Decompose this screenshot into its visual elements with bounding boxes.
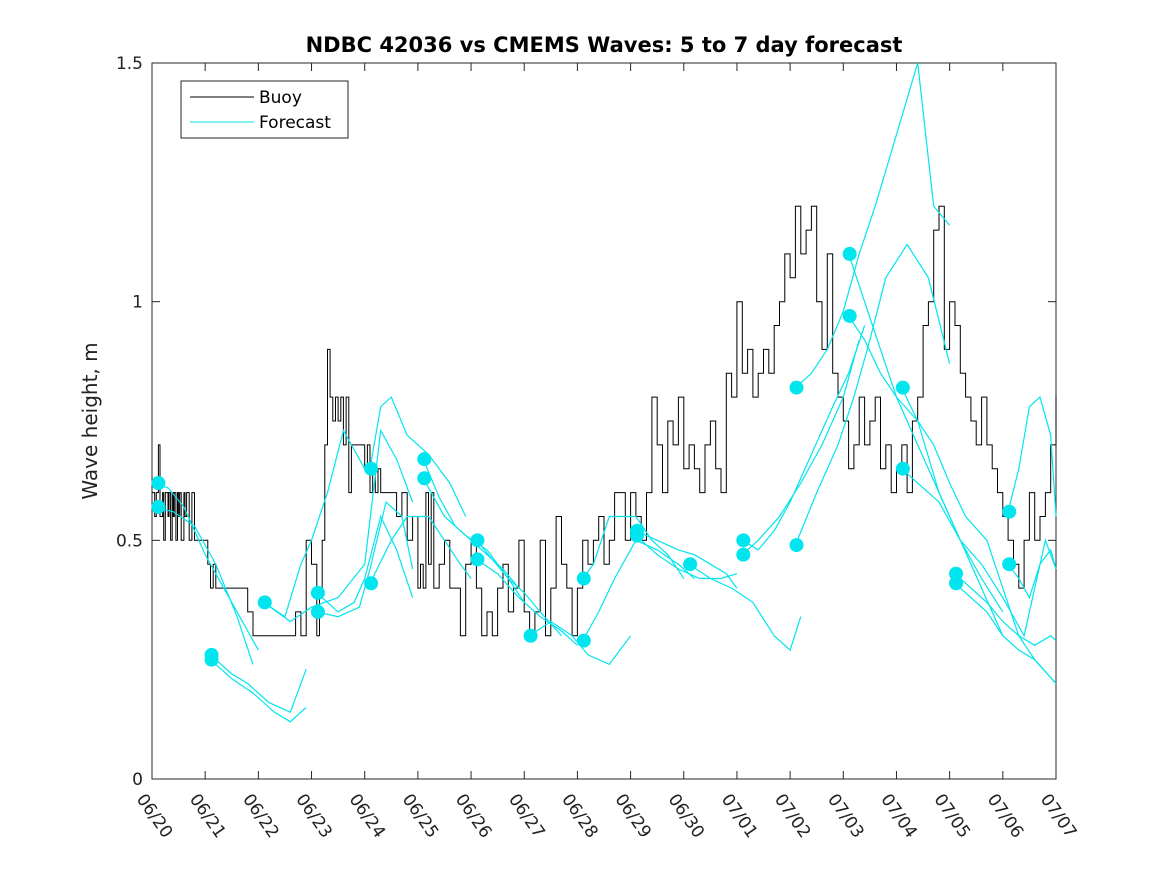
forecast-line-5 [263,428,414,623]
forecast-line-18 [635,535,738,580]
forecast-marker [470,552,485,567]
chart-title: NDBC 42036 vs CMEMS Waves: 5 to 7 day fo… [306,33,903,57]
forecast-line-15 [582,515,685,579]
forecast-marker [895,380,910,395]
forecast-line-21 [741,339,860,556]
forecast-line-28 [954,573,1057,646]
legend-label-buoy: Buoy [259,88,302,108]
forecast-series [151,62,1057,723]
forecast-line-29 [954,582,1057,684]
y-axis-label: Wave height, m [78,342,102,499]
forecast-marker [310,585,325,600]
forecast-marker [1002,504,1017,519]
forecast-line-2 [210,654,307,714]
forecast-marker [151,499,166,514]
forecast-line-27 [901,468,1057,638]
forecast-marker [842,308,857,323]
forecast-line-3 [210,659,307,723]
legend-label-forecast: Forecast [259,113,331,133]
forecast-marker [683,557,698,572]
forecast-line-20 [741,325,866,551]
y-axis-ticks: 0 0.5 1 1.5 [116,54,1056,790]
forecast-marker [364,461,379,476]
forecast-marker [151,476,166,491]
forecast-line-30 [1007,396,1057,517]
forecast-line-22 [795,62,951,389]
forecast-line-23 [794,243,951,546]
forecast-line-0 [151,482,259,651]
forecast-marker [949,576,964,591]
forecast-marker [736,547,751,562]
forecast-marker [842,246,857,261]
forecast-line-7 [316,500,414,618]
forecast-markers [151,246,1017,667]
y-tick-label: 0.5 [116,531,143,551]
forecast-marker [417,452,432,467]
forecast-marker [1002,557,1017,572]
forecast-line-8 [369,396,467,517]
forecast-line-4 [263,428,366,618]
buoy-series [152,205,1057,637]
forecast-marker [789,380,804,395]
forecast-line-31 [1007,548,1057,600]
forecast-line-17 [635,530,738,589]
plot-area: 06/20 06/21 06/22 06/23 06/24 06/25 06/26 06/27… [116,54,1080,842]
forecast-line-6 [316,514,414,613]
forecast-marker [576,633,591,648]
forecast-marker [789,538,804,553]
forecast-line-13 [476,558,578,646]
y-tick-label: 1.5 [116,54,143,74]
forecast-line-26 [901,387,1057,684]
forecast-marker [364,576,379,591]
forecast-marker [576,571,591,586]
forecast-line-12 [475,539,562,637]
plot-frame [151,62,1057,780]
forecast-line-19 [688,563,802,652]
forecast-marker [257,595,272,610]
forecast-marker [417,471,432,486]
legend-box [180,80,349,139]
forecast-marker [310,604,325,619]
forecast-marker [523,628,538,643]
forecast-marker [204,652,219,667]
forecast-marker [736,533,751,548]
legend: Buoy Forecast [180,80,349,139]
forecast-marker [470,533,485,548]
forecast-marker [629,528,644,543]
forecast-line-9 [369,515,472,584]
y-tick-label: 0 [132,770,143,790]
y-tick-label: 1 [132,293,143,313]
forecast-line-1 [151,506,254,665]
buoy-line [152,205,1057,637]
forecast-line-25 [848,315,1004,637]
forecast-marker [895,461,910,476]
